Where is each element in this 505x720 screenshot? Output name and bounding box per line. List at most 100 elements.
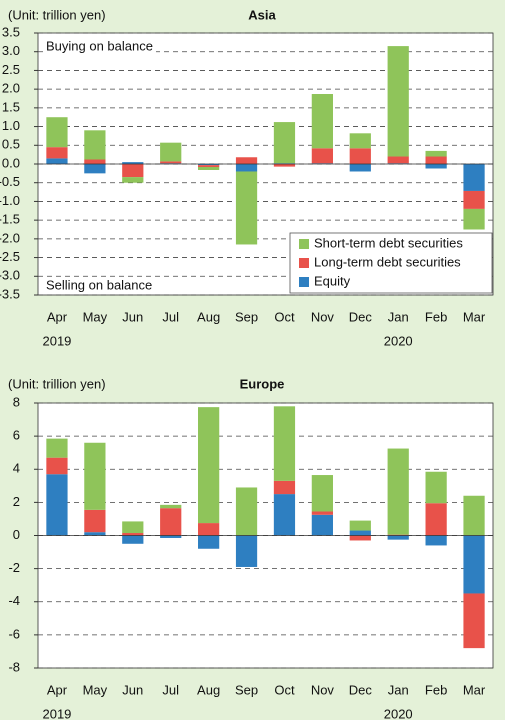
x-tick-label: Apr	[47, 682, 68, 697]
bar-segment	[235, 535, 258, 567]
x-tick-label: Mar	[463, 309, 486, 324]
bar-segment	[425, 164, 447, 169]
bar-segment	[198, 407, 220, 524]
bar-segment	[273, 494, 296, 536]
unit-label: (Unit: trillion yen)	[8, 376, 106, 391]
bar-segment	[235, 157, 258, 164]
legend-label: Long-term debt securities	[314, 254, 461, 269]
y-tick-label: 1.5	[2, 99, 20, 114]
bar-segment	[349, 520, 371, 531]
bar-segment	[160, 161, 182, 164]
y-tick-label: -1.0	[0, 193, 20, 208]
chart-title: Europe	[240, 376, 285, 391]
bar-segment	[425, 150, 447, 157]
legend-label: Short-term debt securities	[314, 235, 463, 250]
bar-segment	[46, 147, 68, 159]
bar-segment	[122, 535, 144, 544]
year-label: 2019	[42, 706, 71, 720]
legend-swatch	[299, 258, 309, 268]
legend-swatch	[299, 239, 309, 249]
bar-segment	[349, 164, 371, 172]
bar-segment	[425, 535, 447, 546]
chart-title: Asia	[248, 7, 276, 22]
legend-box	[289, 232, 493, 294]
bar-segment	[425, 471, 447, 504]
bar-segment	[198, 535, 220, 549]
x-tick-label: Sep	[235, 682, 258, 697]
x-tick-label: Oct	[274, 682, 295, 697]
bar-segment	[122, 521, 144, 534]
x-tick-label: Aug	[197, 309, 220, 324]
bar-segment	[311, 94, 333, 149]
legend-label: Equity	[314, 273, 351, 288]
bar-segment	[235, 487, 258, 536]
y-tick-label: 2.5	[2, 62, 20, 77]
bar-segment	[349, 148, 371, 164]
bar-segment	[387, 534, 409, 536]
bar-segment	[387, 46, 409, 157]
bar-segment	[198, 523, 220, 536]
bar-segment	[122, 177, 144, 183]
annotation: Selling on balance	[46, 277, 152, 292]
bar-segment	[463, 495, 485, 536]
bar-segment	[160, 504, 182, 509]
x-tick-label: Dec	[349, 682, 373, 697]
x-tick-label: Sep	[235, 309, 258, 324]
y-tick-label: 0.0	[2, 155, 20, 170]
bar-segment	[349, 535, 371, 541]
legend-swatch	[299, 277, 309, 287]
bar-segment	[122, 164, 144, 178]
x-tick-label: Nov	[311, 309, 335, 324]
bar-segment	[84, 532, 106, 536]
y-tick-label: -2	[8, 560, 20, 575]
bar-segment	[160, 535, 182, 538]
bar-segment	[46, 457, 68, 475]
y-tick-label: -1.5	[0, 212, 20, 227]
bar-segment	[349, 530, 371, 536]
x-tick-label: Jul	[162, 682, 179, 697]
bar-segment	[425, 503, 447, 536]
y-tick-label: -3.5	[0, 286, 20, 301]
bar-segment	[387, 535, 409, 540]
bar-segment	[84, 130, 106, 160]
bar-segment	[273, 122, 296, 164]
bar-segment	[84, 509, 106, 533]
x-tick-label: May	[83, 682, 108, 697]
bar-segment	[463, 190, 485, 209]
bar-segment	[311, 511, 333, 515]
bar-segment	[311, 514, 333, 536]
x-tick-label: Feb	[425, 682, 447, 697]
bar-segment	[235, 164, 258, 172]
bar-segment	[46, 474, 68, 536]
y-tick-label: 3.5	[2, 24, 20, 39]
bar-segment	[122, 162, 144, 164]
y-tick-label: 1.0	[2, 118, 20, 133]
bar-segment	[311, 148, 333, 164]
bar-segment	[46, 117, 68, 148]
bar-segment	[84, 164, 106, 174]
bar-segment	[273, 406, 296, 481]
x-tick-label: Nov	[311, 682, 335, 697]
bar-segment	[425, 156, 447, 164]
bar-segment	[463, 535, 485, 594]
bar-segment	[198, 164, 220, 166]
unit-label: (Unit: trillion yen)	[8, 7, 106, 22]
y-tick-label: -4	[8, 593, 20, 608]
x-tick-label: Jun	[122, 682, 143, 697]
bar-segment	[198, 165, 220, 167]
bar-segment	[387, 156, 409, 164]
x-tick-label: Jun	[122, 309, 143, 324]
y-tick-label: -2.0	[0, 230, 20, 245]
bar-segment	[160, 142, 182, 162]
y-tick-label: 2	[13, 494, 20, 509]
bar-segment	[84, 442, 106, 510]
x-tick-label: Mar	[463, 682, 486, 697]
bar-segment	[273, 164, 296, 167]
x-tick-label: Jan	[388, 309, 409, 324]
y-tick-label: -0.5	[0, 174, 20, 189]
y-tick-label: -8	[8, 659, 20, 674]
bar-segment	[311, 475, 333, 512]
bar-segment	[122, 533, 144, 536]
bar-segment	[46, 438, 68, 458]
y-tick-label: 4	[13, 461, 20, 476]
